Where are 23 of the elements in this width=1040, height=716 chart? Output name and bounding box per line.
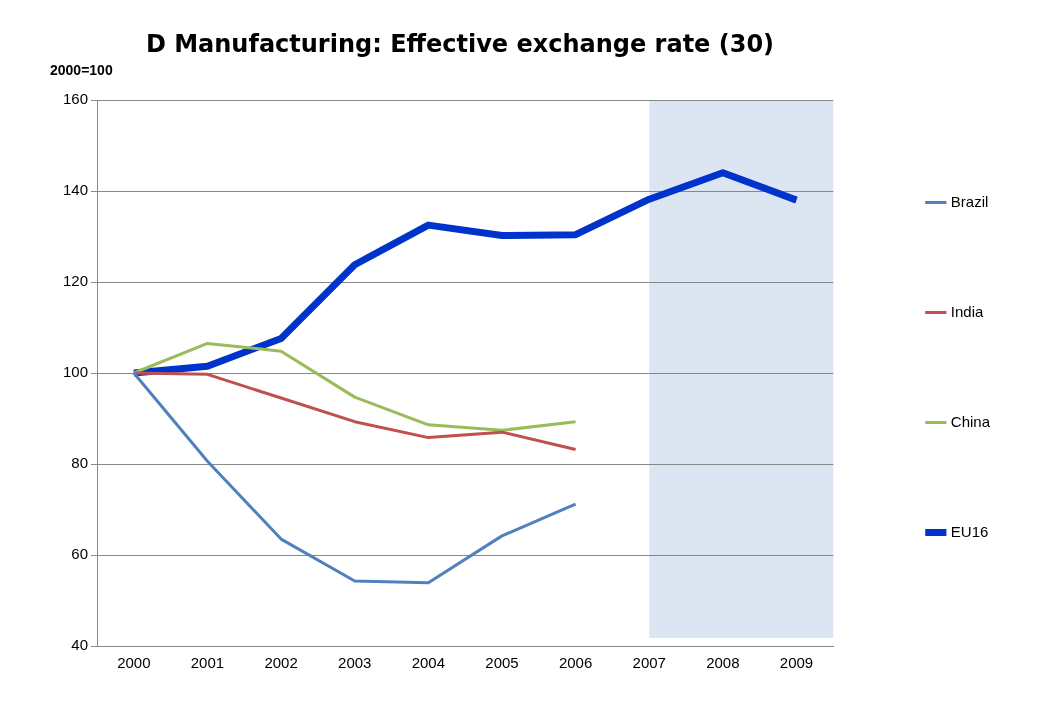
- y-tick-label: 140: [63, 181, 89, 199]
- y-tick-label: 40: [71, 636, 89, 654]
- x-tick-label: 2004: [411, 654, 446, 672]
- legend-label: China: [950, 412, 991, 430]
- x-tick-label: 2009: [779, 654, 814, 672]
- x-tick-label: 2003: [338, 654, 372, 672]
- legend-label: India: [950, 302, 984, 320]
- legend-label: EU16: [950, 522, 989, 540]
- y-tick-label: 100: [63, 363, 89, 381]
- y-tick-label: 60: [71, 545, 89, 563]
- y-tick-label: 80: [71, 454, 89, 472]
- x-tick-label: 2005: [485, 654, 519, 672]
- x-tick-label: 2001: [190, 654, 225, 672]
- y-tick-label: 160: [63, 90, 89, 108]
- legend-label: Brazil: [950, 192, 989, 210]
- y-tick-label: 120: [63, 272, 89, 290]
- y-axis-title: 2000=100: [50, 62, 113, 78]
- x-tick-label: 2008: [706, 654, 740, 672]
- x-tick-label: 2000: [117, 654, 151, 672]
- chart-title: D Manufacturing: Effective exchange rate (30): [144, 30, 776, 58]
- x-tick-label: 2002: [264, 654, 298, 672]
- x-tick-label: 2007: [632, 654, 666, 672]
- x-tick-label: 2006: [558, 654, 593, 672]
